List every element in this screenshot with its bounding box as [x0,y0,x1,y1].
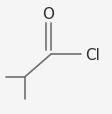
Text: Cl: Cl [84,47,99,62]
Text: O: O [42,7,54,22]
